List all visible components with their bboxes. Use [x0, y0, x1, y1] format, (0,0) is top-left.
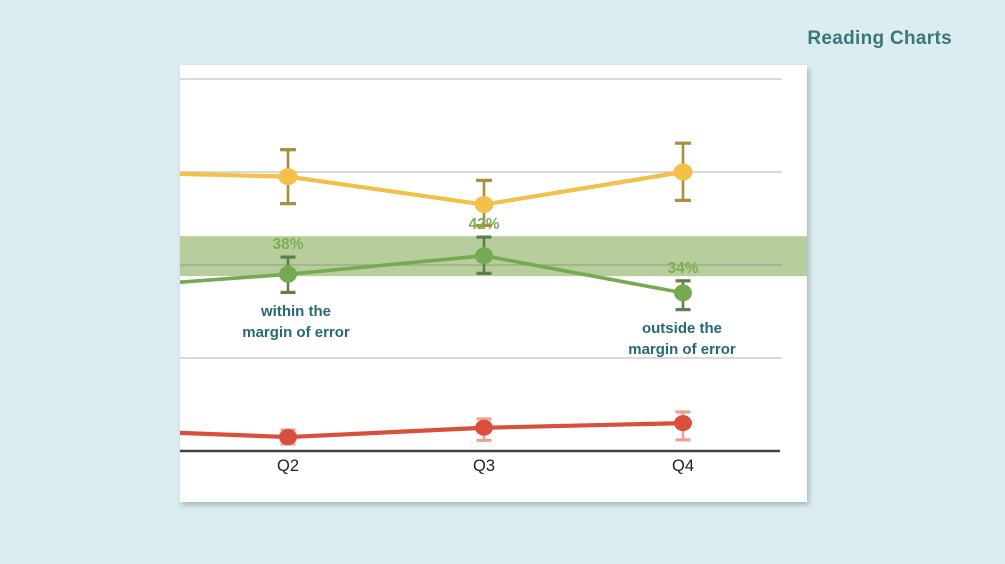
- yellow-series-marker-Q2: [278, 168, 298, 186]
- red-series-marker-Q3: [475, 419, 493, 436]
- red-series-marker-Q4: [674, 415, 692, 432]
- green-series-data-label-Q2: 38%: [272, 236, 303, 253]
- annotation-within-margin: within the margin of error: [206, 301, 386, 343]
- green-series-marker-Q3: [475, 247, 493, 265]
- page-title: Reading Charts: [807, 28, 952, 49]
- annotation-line: margin of error: [242, 324, 350, 341]
- annotation-line: within the: [261, 303, 331, 320]
- green-series-line: [180, 253, 685, 295]
- green-series-marker-Q2: [279, 265, 297, 283]
- yellow-series-line: [180, 169, 686, 207]
- chart-canvas: 38% 42% 34%: [180, 78, 807, 453]
- green-series-data-label-Q4: 34%: [667, 260, 698, 277]
- annotation-line: outside the: [641, 320, 722, 337]
- annotation-line: margin of error: [628, 341, 736, 358]
- red-series-line: [180, 421, 686, 440]
- x-axis-label-q4: Q4: [671, 457, 694, 475]
- chart-panel: 38% 42% 34% Q2 Q3 Q4 within the margin of …: [180, 65, 807, 502]
- green-series-data-label-Q3: 42%: [468, 216, 499, 233]
- x-axis-label-q3: Q3: [472, 457, 495, 475]
- x-axis-label-q2: Q2: [276, 457, 299, 475]
- green-series-marker-Q4: [674, 284, 692, 302]
- yellow-series-marker-Q4: [673, 163, 693, 181]
- yellow-series-marker-Q3: [474, 196, 494, 214]
- red-series-marker-Q2: [279, 429, 297, 446]
- annotation-outside-margin: outside the margin of error: [587, 318, 777, 360]
